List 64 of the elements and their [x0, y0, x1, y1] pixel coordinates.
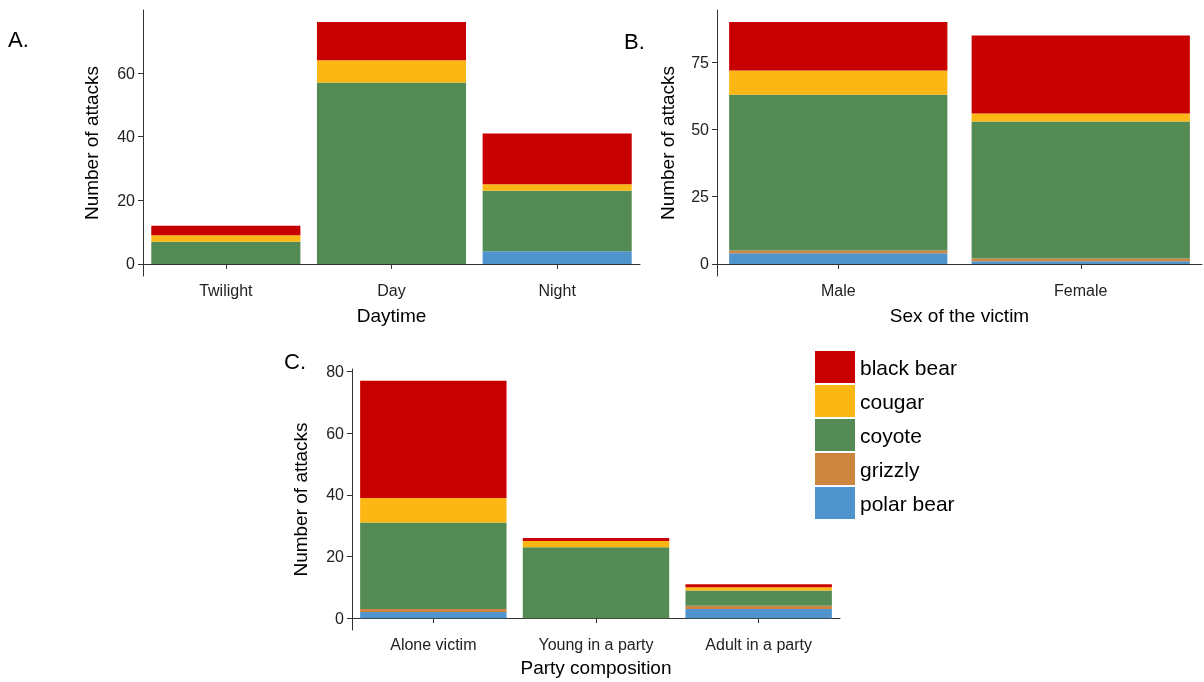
bar — [971, 35, 1190, 114]
y-tick-label: 0 — [126, 255, 136, 273]
bar — [522, 541, 670, 548]
text: C. — [284, 348, 306, 374]
annotation: B. — [624, 28, 645, 54]
bar — [151, 225, 301, 236]
bar — [729, 250, 948, 254]
bar — [151, 235, 301, 242]
bar — [151, 241, 301, 264]
legend-label: polar bear — [860, 491, 955, 515]
bar — [971, 113, 1190, 122]
y-tick-label: 75 — [691, 53, 710, 71]
bar — [971, 121, 1190, 259]
bar — [522, 538, 670, 542]
y-tick-label: 60 — [117, 64, 136, 82]
y-tick-label: 40 — [326, 486, 345, 504]
x-axis-title: Sex of the victim — [889, 305, 1030, 326]
bar — [360, 611, 507, 619]
x-tick-label: Day — [377, 281, 406, 299]
bar — [316, 82, 467, 264]
bar — [360, 608, 507, 612]
bar — [729, 94, 948, 251]
legend-label: cougar — [860, 389, 925, 413]
x-tick-label: Night — [538, 281, 577, 299]
x-tick-label: Adult in a party — [705, 635, 813, 653]
y-tick-label: 80 — [326, 363, 345, 381]
y-tick-label: 50 — [691, 121, 710, 139]
x-tick-label: Twilight — [199, 281, 254, 299]
bar — [482, 133, 632, 185]
y-tick-label: 60 — [326, 424, 345, 442]
bar — [685, 590, 832, 606]
bar — [482, 251, 632, 264]
bar — [729, 22, 948, 71]
y-tick-label: 20 — [326, 548, 345, 566]
x-axis-title: Daytime — [356, 305, 427, 326]
bar — [360, 497, 507, 523]
bar — [482, 190, 632, 252]
legend-label: grizzly — [860, 457, 920, 481]
bar — [482, 184, 632, 191]
bar — [360, 380, 507, 498]
x-axis-title: Party composition — [520, 657, 672, 678]
y-tick-label: 20 — [117, 191, 136, 209]
y-tick-label: 40 — [117, 128, 136, 146]
x-tick-label: Young in a party — [538, 635, 654, 653]
bar — [685, 605, 832, 609]
legend-label: black bear — [860, 355, 957, 379]
x-tick-label: Alone victim — [390, 635, 477, 653]
bar — [360, 522, 507, 609]
bar — [729, 253, 948, 264]
bar — [685, 608, 832, 619]
y-tick-label: 0 — [700, 255, 710, 273]
bar — [522, 547, 670, 619]
text: A. — [8, 26, 29, 52]
x-tick-label: Male — [820, 281, 856, 299]
bar — [316, 60, 467, 83]
y-axis-title: Number of attacks — [290, 422, 311, 577]
y-tick-label: 0 — [335, 609, 345, 627]
legend-label: coyote — [860, 423, 922, 447]
y-tick-label: 25 — [691, 188, 710, 206]
bar — [316, 22, 467, 61]
y-axis-title: Number of attacks — [81, 65, 102, 221]
y-axis-title: Number of attacks — [657, 65, 678, 221]
bar — [729, 70, 948, 95]
x-tick-label: Female — [1054, 281, 1108, 299]
